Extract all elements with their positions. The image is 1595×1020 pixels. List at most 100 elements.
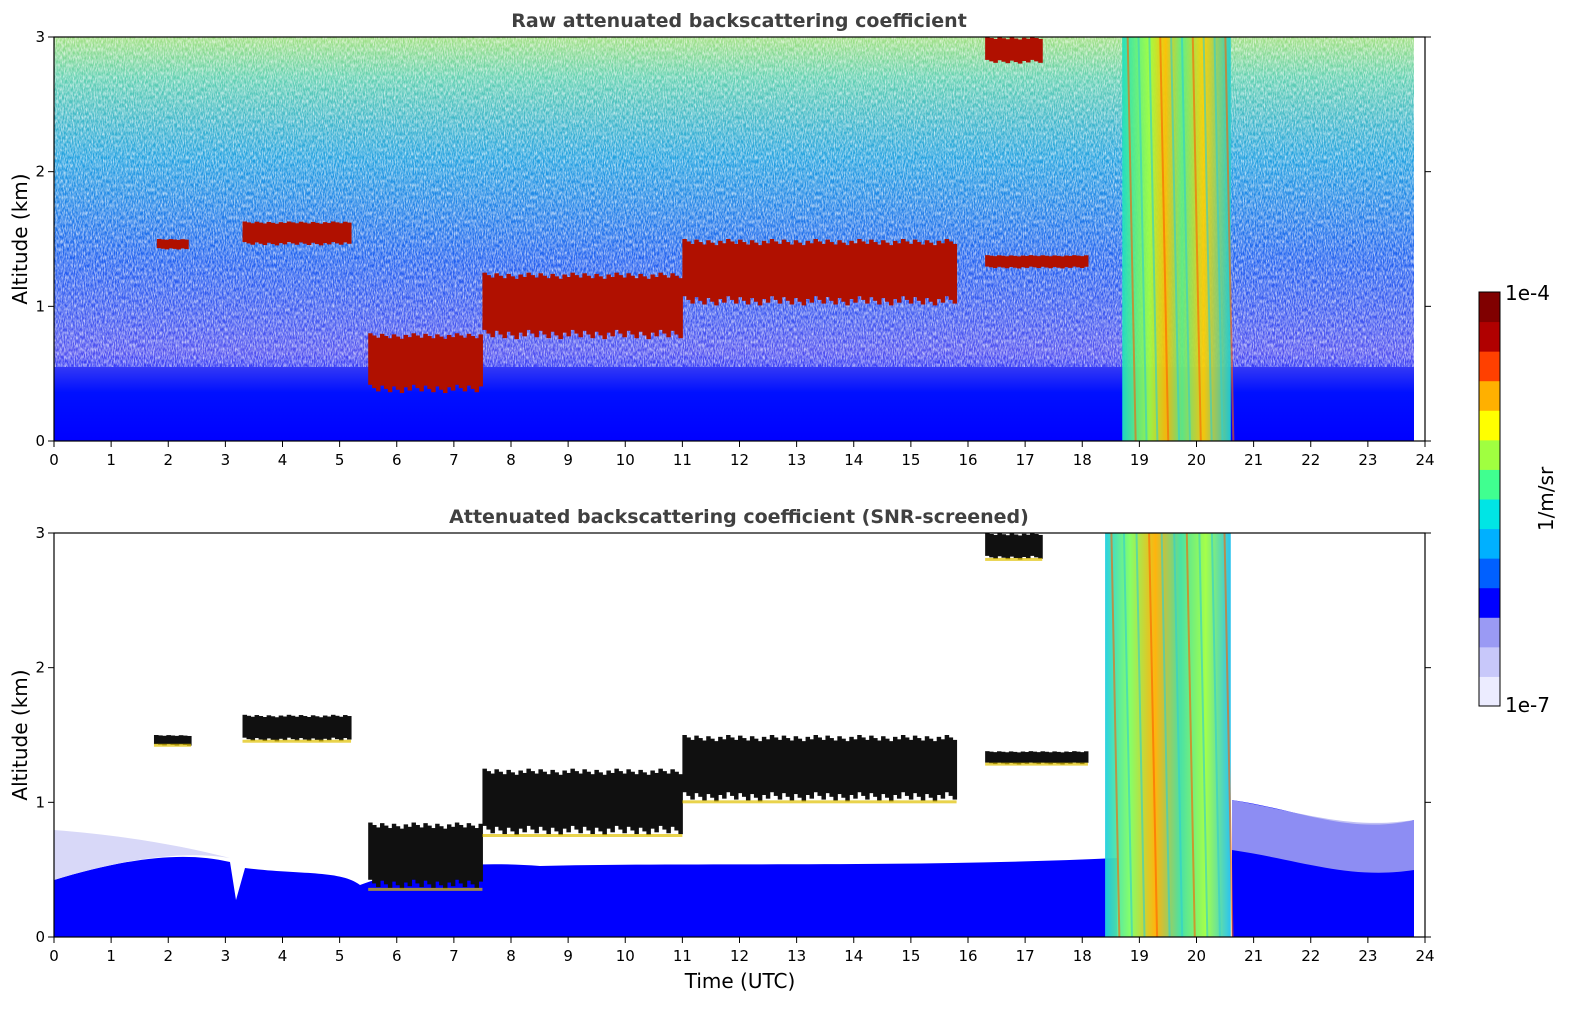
feature-cell: [558, 278, 563, 340]
feature-cell: [797, 738, 803, 798]
feature-cell: [749, 736, 755, 795]
feature-cell: [1040, 255, 1045, 267]
feature-cell: [550, 273, 555, 332]
x-tick-label: 21: [1244, 451, 1263, 469]
feature-cell: [1024, 752, 1030, 764]
feature-cell: [554, 772, 559, 832]
feature-cell: [622, 277, 627, 338]
feature-cell: [330, 714, 336, 738]
feature-cell: [526, 272, 531, 330]
feature-cell: [765, 739, 771, 799]
feature-cell: [785, 242, 791, 301]
panel-raw-features: [156, 36, 1235, 442]
feature-cell: [873, 738, 878, 797]
feature-cell: [1038, 534, 1043, 559]
feature-cell: [162, 735, 167, 746]
x-tick-label: 18: [1073, 947, 1092, 965]
feature-cell: [466, 823, 472, 881]
feature-cell: [892, 240, 898, 299]
feature-cell: [1004, 752, 1010, 765]
feature-cell: [570, 768, 575, 826]
feature-cell: [936, 240, 942, 299]
feature-cell: [741, 242, 747, 301]
panel-screened-haze: [54, 830, 230, 880]
panel-screened-y-axis: 0 1 2 3: [35, 524, 1431, 946]
feature-cell: [997, 255, 1002, 267]
feature-cell: [670, 273, 675, 331]
feature-cell: [997, 533, 1002, 557]
feature-cell: [368, 333, 373, 385]
feature-edge: [153, 743, 192, 747]
feature-cell: [1052, 751, 1057, 763]
feature-cell: [376, 827, 381, 888]
feature-cell: [176, 239, 181, 250]
feature-cell: [877, 740, 882, 801]
x-tick-label: 12: [730, 947, 749, 965]
feature-cell: [534, 277, 539, 338]
panel-raw-y-label: Altitude (km): [8, 173, 32, 304]
feature-cell: [1060, 256, 1065, 269]
feature-cell: [407, 826, 413, 887]
feature-cell: [900, 239, 906, 297]
feature-cell: [372, 824, 377, 884]
feature-cell: [506, 273, 511, 332]
feature-cell: [1004, 256, 1010, 269]
colorbar-swatch: [1479, 380, 1500, 411]
feature-cell: [789, 244, 795, 305]
feature-cell: [439, 826, 444, 886]
feature-cell: [614, 272, 619, 330]
colorbar-swatch: [1479, 528, 1500, 559]
feature-cell: [985, 751, 990, 763]
feature-cell: [773, 241, 779, 300]
feature-cell: [757, 741, 763, 802]
feature-cell: [334, 222, 340, 244]
feature-cell: [514, 774, 519, 836]
feature-cell: [626, 769, 631, 827]
feature-cell: [670, 769, 675, 827]
feature-cell: [314, 222, 320, 245]
feature-streak: [1135, 532, 1146, 938]
feature-cell: [857, 239, 862, 297]
colorbar: 1e-4 1e-7 1/m/sr: [1478, 281, 1558, 717]
feature-cell: [1068, 752, 1073, 764]
panel-raw-y-axis: 0 1 2 3: [35, 28, 1431, 450]
y-tick-label: 0: [35, 432, 45, 450]
feature-cell: [450, 826, 456, 887]
feature-streak: [1126, 36, 1137, 442]
feature-cell: [338, 223, 344, 245]
feature-cell: [270, 222, 276, 245]
feature-cell: [1017, 535, 1023, 560]
feature-cell: [952, 243, 958, 304]
feature-cell: [706, 736, 711, 795]
feature-cell: [1000, 751, 1006, 764]
feature-cell: [642, 276, 647, 336]
feature-cell: [993, 38, 998, 63]
feature-cell: [658, 272, 663, 330]
feature-cell: [940, 243, 946, 303]
feature-cell: [1030, 533, 1035, 556]
feature-cell: [419, 337, 424, 392]
feature-streak: [1159, 36, 1170, 442]
feature-cell: [674, 771, 679, 831]
x-tick-label: 19: [1130, 451, 1149, 469]
feature-cell: [1009, 533, 1015, 557]
feature-edge: [985, 762, 1088, 766]
feature-cell: [1048, 256, 1053, 269]
feature-cell: [1060, 752, 1065, 765]
feature-cell: [1021, 533, 1027, 557]
feature-cell: [1020, 751, 1026, 764]
feature-cell: [278, 715, 284, 739]
x-tick-label: 4: [278, 451, 288, 469]
feature-cell: [861, 737, 866, 796]
feature-cell: [749, 240, 755, 299]
x-tick-label: 8: [506, 451, 516, 469]
feature-cell: [908, 243, 914, 304]
feature-cell: [562, 770, 567, 829]
feature-cell: [482, 768, 487, 826]
feature-cell: [869, 735, 874, 794]
feature-cell: [841, 738, 846, 798]
feature-cell: [904, 241, 910, 300]
feature-cell: [250, 223, 256, 245]
y-tick-label: 3: [35, 524, 45, 542]
feature-cell: [1038, 38, 1043, 63]
